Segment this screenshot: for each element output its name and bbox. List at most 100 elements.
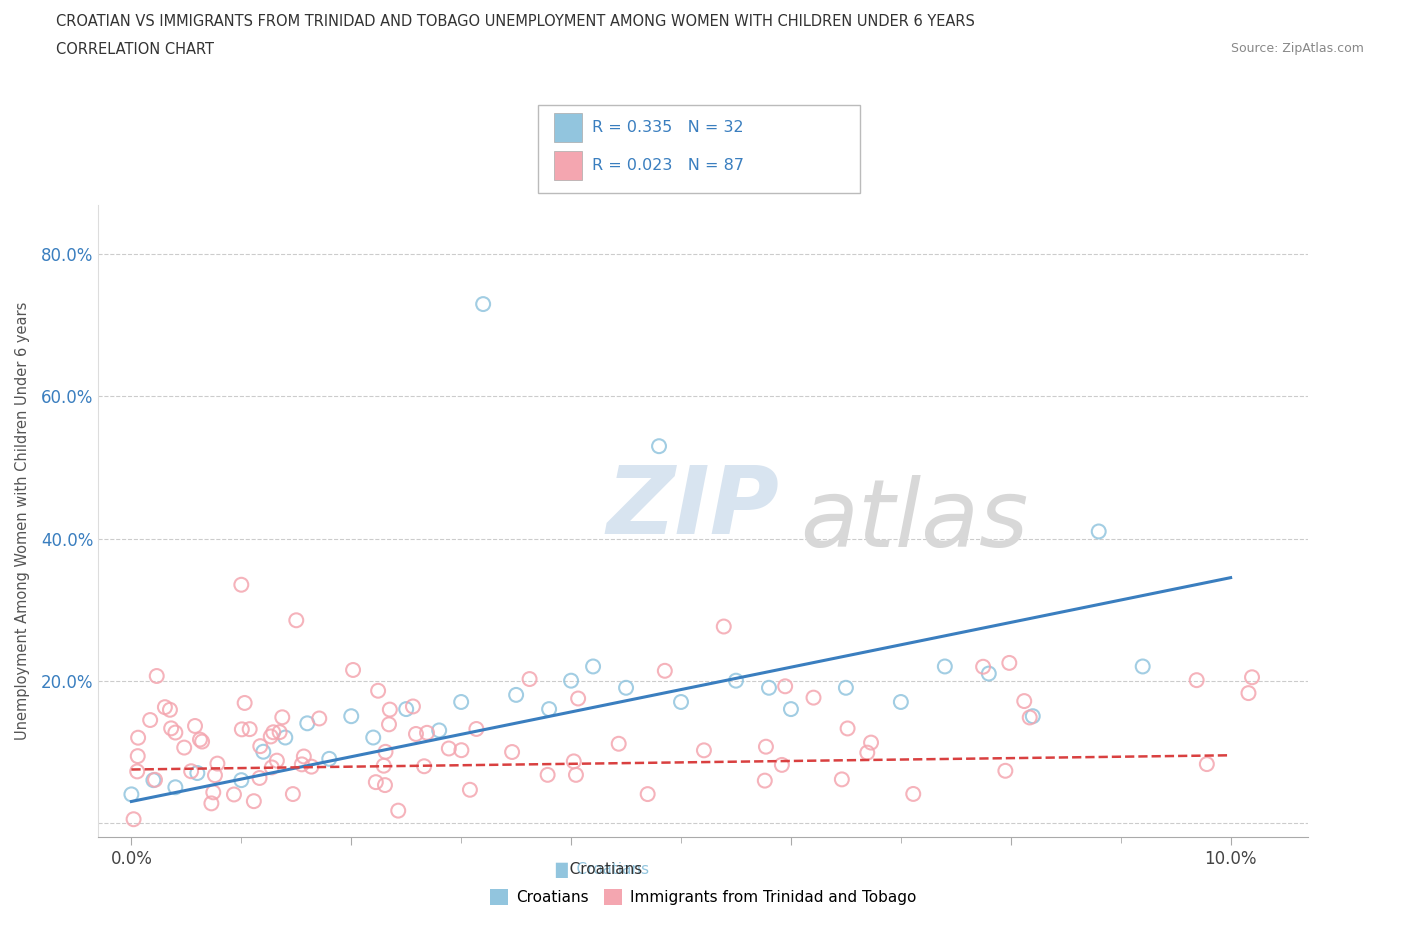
Point	[395, 701, 418, 716]
Point	[249, 771, 271, 786]
Point	[318, 751, 340, 766]
Point	[127, 764, 149, 778]
Point	[160, 721, 183, 736]
Point	[202, 785, 225, 800]
Point	[780, 701, 803, 716]
Point	[890, 695, 912, 710]
Point	[614, 681, 637, 696]
Point	[271, 710, 294, 724]
Point	[165, 725, 187, 740]
Point	[803, 690, 825, 705]
Point	[560, 673, 582, 688]
Point	[165, 780, 187, 795]
Point	[260, 760, 283, 775]
Point	[378, 702, 401, 717]
Point	[582, 659, 605, 674]
Point	[260, 729, 283, 744]
Point	[297, 716, 319, 731]
Point	[1018, 710, 1040, 724]
Point	[538, 701, 561, 716]
Point	[648, 439, 671, 454]
Point	[188, 732, 211, 747]
Point	[127, 730, 149, 745]
Point	[274, 730, 297, 745]
Point	[191, 734, 214, 749]
Point	[1237, 685, 1260, 700]
Point	[565, 767, 588, 782]
Point	[860, 735, 883, 750]
Point	[180, 764, 202, 778]
Text: R = 0.023   N = 87: R = 0.023 N = 87	[592, 158, 744, 173]
Point	[755, 739, 778, 754]
Point	[416, 725, 439, 740]
Point	[562, 754, 585, 769]
Point	[505, 687, 527, 702]
Point	[207, 756, 229, 771]
Point	[437, 741, 460, 756]
Point	[308, 711, 330, 726]
Point	[292, 749, 315, 764]
Point	[222, 787, 245, 802]
Point	[458, 782, 481, 797]
Point	[994, 764, 1017, 778]
Point	[378, 717, 401, 732]
Point	[340, 709, 363, 724]
Point	[1195, 757, 1218, 772]
Point	[262, 724, 284, 739]
Point	[831, 772, 853, 787]
Point	[519, 671, 541, 686]
Point	[266, 753, 288, 768]
Text: atlas: atlas	[800, 475, 1028, 566]
Point	[472, 297, 495, 312]
Point	[607, 737, 630, 751]
Text: Croatians: Croatians	[555, 862, 643, 877]
Point	[143, 773, 166, 788]
Point	[233, 696, 256, 711]
Text: CORRELATION CHART: CORRELATION CHART	[56, 42, 214, 57]
Point	[977, 666, 1000, 681]
Point	[186, 765, 208, 780]
Point	[374, 744, 396, 759]
Point	[142, 773, 165, 788]
Point	[145, 669, 167, 684]
Text: █  Croatians: █ Croatians	[555, 861, 650, 878]
Point	[450, 695, 472, 710]
Text: Source: ZipAtlas.com: Source: ZipAtlas.com	[1230, 42, 1364, 55]
Point	[373, 758, 395, 773]
Point	[669, 695, 692, 710]
Point	[770, 757, 793, 772]
Point	[1185, 672, 1208, 687]
Point	[301, 759, 323, 774]
Point	[1132, 659, 1154, 674]
Point	[252, 744, 274, 759]
Point	[465, 722, 488, 737]
Point	[773, 679, 796, 694]
Point	[374, 777, 396, 792]
Point	[1022, 709, 1045, 724]
Point	[835, 681, 858, 696]
Point	[231, 722, 253, 737]
Point	[724, 673, 747, 688]
Point	[754, 773, 776, 788]
Point	[693, 743, 716, 758]
Point	[567, 691, 589, 706]
Point	[291, 757, 314, 772]
Text: R = 0.335   N = 32: R = 0.335 N = 32	[592, 120, 744, 135]
Point	[361, 730, 384, 745]
Point	[173, 740, 195, 755]
Point	[972, 659, 994, 674]
Point	[342, 662, 364, 677]
Point	[285, 613, 308, 628]
Point	[837, 721, 859, 736]
Point	[231, 578, 253, 592]
Point	[402, 699, 425, 714]
Point	[637, 787, 659, 802]
Point	[281, 787, 304, 802]
Point	[159, 702, 181, 717]
Y-axis label: Unemployment Among Women with Children Under 6 years: Unemployment Among Women with Children U…	[15, 301, 30, 740]
Point	[1012, 694, 1035, 709]
Point	[367, 684, 389, 698]
Text: CROATIAN VS IMMIGRANTS FROM TRINIDAD AND TOBAGO UNEMPLOYMENT AMONG WOMEN WITH CH: CROATIAN VS IMMIGRANTS FROM TRINIDAD AND…	[56, 14, 976, 29]
Point	[120, 787, 142, 802]
Point	[184, 719, 207, 734]
